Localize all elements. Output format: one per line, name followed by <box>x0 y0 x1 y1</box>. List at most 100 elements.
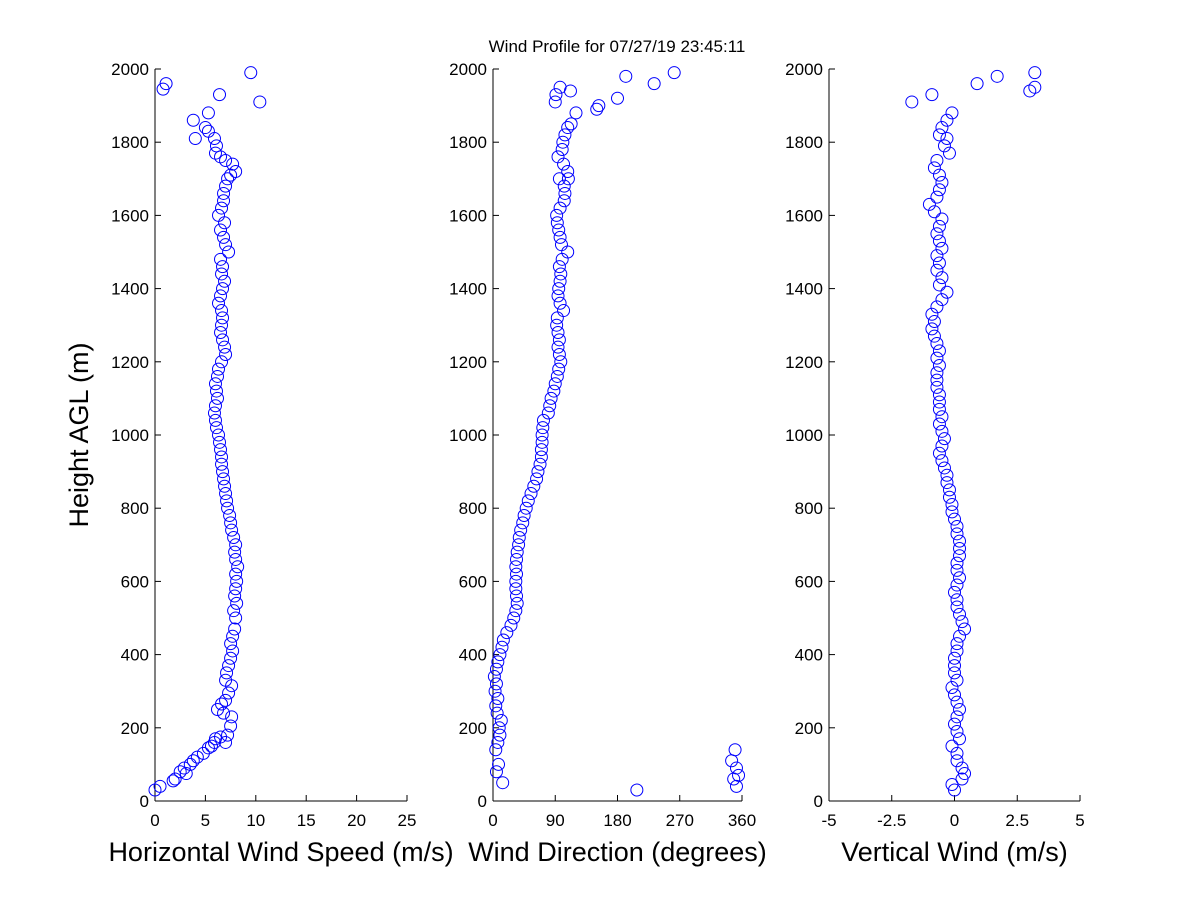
data-point <box>925 307 939 321</box>
x-tick-label: 10 <box>246 811 265 830</box>
data-point <box>550 318 564 332</box>
data-point <box>953 549 967 563</box>
data-point <box>930 190 944 204</box>
data-point <box>932 128 946 142</box>
data-point <box>932 234 946 248</box>
data-point <box>948 659 961 673</box>
panel-3: 0 200 400 600 800 1000 1200 1400 1600 1800 2000 -5 -… <box>785 60 1085 867</box>
data-point <box>950 637 964 651</box>
data-point <box>217 194 231 208</box>
data-point <box>925 322 939 336</box>
data-point <box>550 369 564 383</box>
data-point <box>550 208 564 222</box>
data-point <box>224 516 238 530</box>
x-tick-label: 15 <box>297 811 316 830</box>
data-point <box>493 648 507 662</box>
data-point <box>552 172 566 186</box>
data-point <box>945 778 959 792</box>
data-point <box>935 410 949 424</box>
data-point <box>548 95 562 109</box>
y-tick-label: 1200 <box>449 353 487 372</box>
data-point <box>955 761 969 775</box>
data-point <box>554 267 568 281</box>
data-point <box>215 318 229 332</box>
data-point <box>667 66 681 80</box>
data-point <box>930 300 944 314</box>
data-point <box>535 428 549 442</box>
data-point <box>940 285 954 299</box>
data-point <box>509 560 523 574</box>
x-tick-label: -2.5 <box>877 811 906 830</box>
data-point <box>553 296 567 310</box>
data-point <box>950 593 964 607</box>
data-point <box>950 520 964 533</box>
data-point <box>556 135 570 149</box>
data-point <box>551 340 565 354</box>
data-point <box>491 735 505 749</box>
data-point <box>216 260 230 274</box>
data-point <box>221 172 235 186</box>
data-point <box>224 637 238 651</box>
y-tick-label: 800 <box>459 499 487 518</box>
data-point <box>491 692 505 706</box>
data-point <box>220 666 234 680</box>
y-tick-label: 1400 <box>449 280 487 299</box>
data-point <box>207 406 221 420</box>
data-point <box>942 490 956 504</box>
data-point <box>215 267 229 281</box>
x-tick-label: 90 <box>546 811 565 830</box>
data-point <box>932 446 946 460</box>
data-point <box>557 304 571 318</box>
y-tick-label: 200 <box>795 719 823 738</box>
data-point <box>942 146 956 160</box>
data-point <box>216 465 230 479</box>
data-point <box>551 150 565 164</box>
data-point <box>557 179 571 193</box>
data-point <box>224 719 238 733</box>
y-tick-label: 1000 <box>111 426 149 445</box>
data-point <box>935 212 949 226</box>
y-tick-label: 0 <box>478 792 487 811</box>
data-point <box>950 563 964 577</box>
data-point <box>530 472 544 486</box>
data-point <box>948 585 961 599</box>
data-point <box>223 509 237 523</box>
data-point <box>555 143 569 157</box>
data-point <box>490 706 504 720</box>
data-point <box>554 355 568 369</box>
data-point <box>212 362 226 376</box>
data-point <box>950 644 964 658</box>
data-point <box>541 406 555 420</box>
data-point <box>932 358 946 372</box>
y-tick-label: 800 <box>795 499 823 518</box>
data-point <box>213 88 227 102</box>
y-tick-label: 400 <box>795 646 823 665</box>
data-point <box>940 113 954 127</box>
data-point <box>159 77 173 91</box>
data-point <box>550 216 564 230</box>
data-point <box>219 673 233 687</box>
data-point <box>534 443 548 457</box>
data-point <box>495 640 509 654</box>
data-point <box>228 622 242 636</box>
data-point <box>1028 80 1042 94</box>
data-point <box>509 574 523 588</box>
data-point <box>935 121 949 135</box>
data-point <box>557 194 571 208</box>
data-point <box>970 77 984 91</box>
data-point <box>217 472 231 486</box>
data-point <box>527 479 541 493</box>
data-point <box>209 421 223 435</box>
data-point <box>930 227 944 241</box>
y-tick-label: 1600 <box>111 206 149 225</box>
data-point <box>215 450 229 464</box>
y-tick-label: 1000 <box>449 426 487 445</box>
data-point <box>534 450 548 464</box>
data-point <box>935 175 949 189</box>
data-point <box>937 139 951 153</box>
data-point <box>224 651 238 665</box>
y-tick-label: 1600 <box>785 206 823 225</box>
data-point <box>217 230 231 244</box>
y-tick-label: 400 <box>121 646 149 665</box>
data-point <box>569 106 583 120</box>
